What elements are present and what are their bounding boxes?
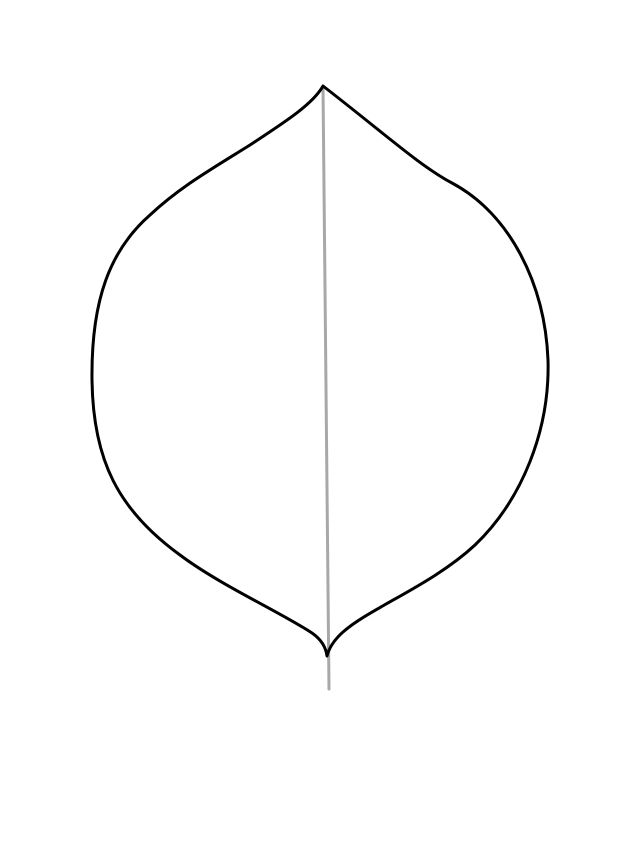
leaf-midrib	[321, 85, 331, 691]
leaf-outline	[90, 84, 550, 658]
